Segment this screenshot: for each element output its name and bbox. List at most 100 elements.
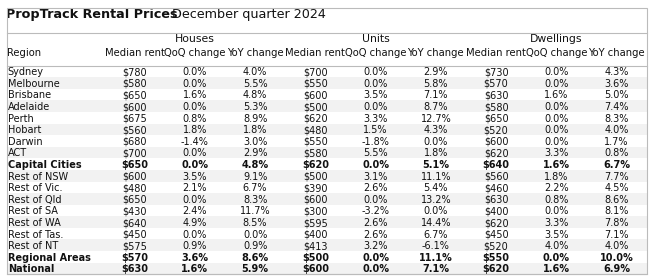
Text: Dwellings: Dwellings [530,34,582,44]
Text: 3.6%: 3.6% [181,253,209,263]
Text: $550: $550 [303,79,328,89]
Text: 5.0%: 5.0% [604,90,629,100]
Text: $500: $500 [302,253,329,263]
Text: 2.4%: 2.4% [183,206,207,217]
Text: $300: $300 [303,206,328,217]
Text: 3.1%: 3.1% [363,172,388,182]
Text: Adelaide: Adelaide [8,102,50,112]
Text: 4.0%: 4.0% [243,67,267,77]
FancyBboxPatch shape [6,158,647,170]
Text: $650: $650 [122,195,147,205]
Text: $620: $620 [484,148,508,158]
Text: $500: $500 [303,102,328,112]
Text: Units: Units [362,34,389,44]
Text: $560: $560 [484,172,508,182]
Text: 0.0%: 0.0% [362,253,389,263]
Text: 1.6%: 1.6% [543,160,570,170]
Text: 5.5%: 5.5% [363,148,388,158]
Text: $600: $600 [484,137,508,147]
Text: $413: $413 [303,241,328,251]
Text: 3.0%: 3.0% [243,137,267,147]
Text: National: National [8,264,54,275]
Text: Rest of Qld: Rest of Qld [8,195,61,205]
Text: 3.3%: 3.3% [544,148,569,158]
Text: -1.8%: -1.8% [361,137,389,147]
Text: 3.5%: 3.5% [363,90,388,100]
Text: $600: $600 [122,102,147,112]
Text: Capital Cities: Capital Cities [8,160,81,170]
Text: 4.8%: 4.8% [242,160,268,170]
Text: -1.4%: -1.4% [181,137,209,147]
Text: Rest of NT: Rest of NT [8,241,58,251]
Text: $480: $480 [122,183,147,193]
Text: 0.0%: 0.0% [362,264,389,275]
Text: 3.5%: 3.5% [544,230,569,240]
Text: 12.7%: 12.7% [421,114,451,124]
Text: $650: $650 [121,160,148,170]
Text: 2.6%: 2.6% [363,230,388,240]
Text: $450: $450 [484,230,508,240]
FancyBboxPatch shape [6,182,647,193]
Text: 0.0%: 0.0% [183,148,207,158]
Text: 1.6%: 1.6% [543,264,570,275]
Text: 8.9%: 8.9% [243,114,267,124]
Text: 0.0%: 0.0% [543,253,570,263]
Text: Rest of WA: Rest of WA [8,218,60,228]
Text: 7.1%: 7.1% [422,264,449,275]
Text: $630: $630 [121,264,148,275]
Text: 7.1%: 7.1% [604,230,629,240]
Text: $600: $600 [302,264,329,275]
Text: 7.4%: 7.4% [604,102,629,112]
Text: 2.2%: 2.2% [544,183,569,193]
Text: Rest of SA: Rest of SA [8,206,58,217]
Text: PropTrack Rental Prices: PropTrack Rental Prices [6,8,178,21]
Text: 6.7%: 6.7% [243,183,267,193]
FancyBboxPatch shape [6,77,647,89]
Text: 6.9%: 6.9% [603,264,630,275]
Text: Melbourne: Melbourne [8,79,60,89]
Text: $560: $560 [122,125,147,135]
Text: 4.5%: 4.5% [604,183,629,193]
FancyBboxPatch shape [6,228,647,239]
Text: 4.0%: 4.0% [604,125,629,135]
Text: 1.6%: 1.6% [183,90,207,100]
Text: $700: $700 [303,67,328,77]
Text: Median rent: Median rent [105,48,164,58]
Text: Rest of Vic.: Rest of Vic. [8,183,62,193]
Text: 1.8%: 1.8% [243,125,267,135]
Text: 4.9%: 4.9% [183,218,207,228]
Text: $400: $400 [303,230,328,240]
Text: 10.0%: 10.0% [600,253,634,263]
Text: Darwin: Darwin [8,137,42,147]
Text: Sydney: Sydney [8,67,44,77]
Text: 8.3%: 8.3% [243,195,267,205]
FancyBboxPatch shape [6,216,647,228]
Text: 14.4%: 14.4% [421,218,451,228]
Text: 0.0%: 0.0% [544,114,569,124]
Text: 5.5%: 5.5% [243,79,267,89]
Text: $600: $600 [303,195,328,205]
Text: 0.0%: 0.0% [243,230,267,240]
Text: 11.7%: 11.7% [240,206,270,217]
Text: $580: $580 [484,102,508,112]
Text: Brisbane: Brisbane [8,90,51,100]
Text: $620: $620 [303,114,328,124]
Text: 0.0%: 0.0% [183,79,207,89]
Text: YoY change: YoY change [588,48,645,58]
Text: $580: $580 [122,79,147,89]
Text: $620: $620 [482,264,510,275]
Text: 0.9%: 0.9% [243,241,267,251]
Text: 8.3%: 8.3% [604,114,629,124]
FancyBboxPatch shape [6,251,647,263]
Text: 8.7%: 8.7% [424,102,448,112]
FancyBboxPatch shape [6,66,647,77]
Text: 6.7%: 6.7% [603,160,630,170]
Text: 0.0%: 0.0% [362,160,389,170]
Text: YoY change: YoY change [227,48,283,58]
Text: 0.0%: 0.0% [424,137,448,147]
Text: 0.0%: 0.0% [183,102,207,112]
Text: 0.0%: 0.0% [544,125,569,135]
Text: Rest of Tas.: Rest of Tas. [8,230,63,240]
Text: $680: $680 [122,137,147,147]
Text: $600: $600 [122,172,147,182]
